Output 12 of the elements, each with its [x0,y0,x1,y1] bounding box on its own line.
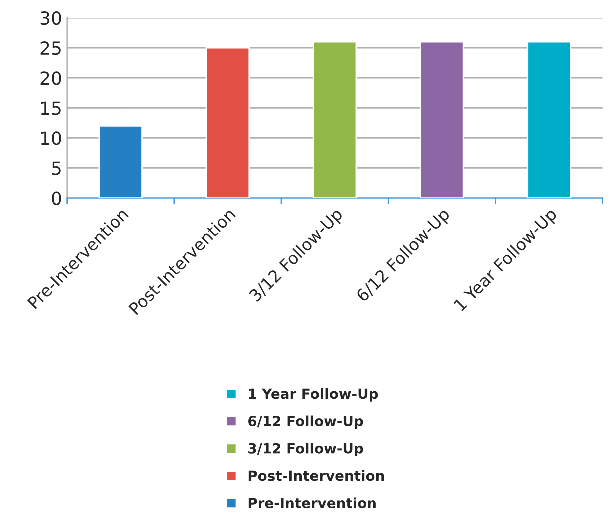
y-tick-label: 0 [52,192,62,206]
legend-label: Post-Intervention [248,470,384,482]
legend-label: 3/12 Follow-Up [248,443,364,457]
y-tick-label: 15 [41,102,61,116]
legend-label: 6/12 Follow-Up [248,416,364,430]
legend-label: 1 Year Follow-Up [249,388,378,402]
y-tick-label: 5 [52,162,61,176]
y-tick-label: 20 [40,72,62,86]
y-tick-label: 25 [40,42,61,56]
legend-label: Pre-Intervention [248,498,376,509]
y-tick-label: 30 [40,11,62,26]
y-tick-label: 10 [41,132,62,146]
